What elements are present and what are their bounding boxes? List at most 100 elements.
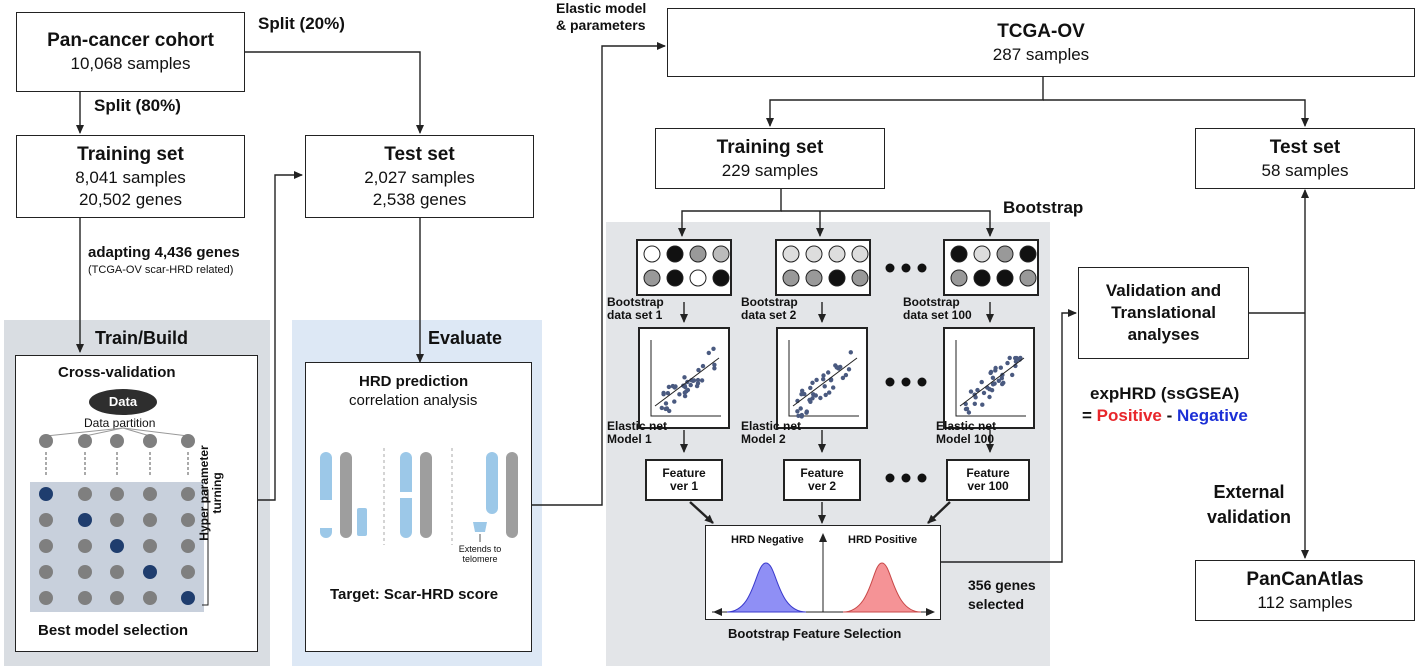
scatter-point: [998, 365, 1003, 370]
bs100-line2: data set 100: [903, 308, 972, 322]
positive-term: Positive: [1096, 406, 1162, 425]
scatter-point: [821, 377, 826, 382]
feature-ver-1-box: Feature ver 1: [645, 459, 723, 501]
en1-line1: Elastic net: [607, 419, 668, 433]
scatter-point: [989, 388, 995, 393]
minus-sign: -: [1161, 406, 1177, 425]
scatter-point: [1013, 355, 1018, 361]
regression-line: [792, 357, 858, 407]
ov-test-samples: 58 samples: [1261, 160, 1349, 180]
best-model-label: Best model selection: [38, 622, 189, 639]
scatter-point: [996, 378, 1001, 383]
evaluate-title: Evaluate: [428, 328, 503, 348]
scatter-point: [659, 405, 664, 411]
exphrd-label: expHRD (ssGSEA): [1090, 384, 1240, 403]
scatter-point: [688, 382, 693, 388]
scatter-point: [695, 377, 701, 383]
pancancer-title: Pan-cancer cohort: [47, 30, 214, 51]
negative-term: Negative: [1176, 406, 1248, 425]
scatter-point: [980, 402, 985, 407]
scatter-point: [848, 350, 853, 355]
fv2-line2: ver 2: [807, 479, 837, 493]
genes-line1: 356 genes: [968, 577, 1036, 593]
scatter-point: [711, 346, 716, 351]
ov-training-set-box: Training set 229 samples: [655, 128, 885, 189]
scatter-point: [666, 384, 672, 390]
elastic-net-model-100-label: Elastic net Model 100: [936, 420, 996, 446]
scatter-point: [811, 392, 816, 397]
en2-line2: Model 2: [741, 432, 786, 446]
scatter-point: [833, 363, 838, 368]
elastic-net-model-1-label: Elastic net Model 1: [607, 420, 667, 446]
scatter-point: [822, 384, 827, 389]
split-80-label: Split (80%): [94, 96, 181, 115]
data-partition-label: Data partition: [84, 416, 156, 430]
bs100-line1: Bootstrap: [903, 295, 960, 309]
split-20-label: Split (20%): [258, 14, 345, 33]
target-label: Target: Scar-HRD score: [330, 586, 499, 603]
fv100-line1: Feature: [966, 466, 1010, 480]
scatter-point: [799, 392, 804, 397]
feature-ver-2-box: Feature ver 2: [783, 459, 861, 501]
validation-line3: analyses: [1127, 325, 1200, 344]
pancan-title: PanCanAtlas: [1246, 568, 1364, 590]
correlation-label: correlation analysis: [349, 392, 478, 409]
scatter-point: [963, 406, 969, 412]
data-label: Data: [108, 394, 138, 409]
scatter-point: [990, 375, 996, 380]
scatter-point: [818, 395, 823, 401]
scatter-point: [827, 390, 832, 395]
scatter-point: [695, 381, 701, 386]
scatter-point: [672, 385, 677, 390]
scatter-point: [1005, 360, 1010, 366]
feature-ver-100-box: Feature ver 100: [946, 459, 1030, 501]
scatter-point: [840, 375, 846, 381]
hrd-positive-label: HRD Positive: [848, 534, 918, 546]
scatter-point: [966, 410, 972, 415]
test-genes: 2,538 genes: [372, 189, 467, 209]
ov-test-title: Test set: [1269, 136, 1341, 158]
scatter-point: [979, 379, 984, 385]
scatter-point: [682, 384, 688, 390]
extends-line1: Extends to: [458, 544, 502, 554]
scatter-point: [661, 390, 666, 396]
elastic-net-model-2-label: Elastic net Model 2: [741, 420, 801, 446]
bootstrap-dataset-100-label: Bootstrap data set 100: [903, 296, 972, 322]
pancan-samples: 112 samples: [1257, 592, 1353, 612]
scatter-point: [990, 382, 996, 387]
genes-line2: selected: [968, 596, 1025, 612]
bootstrap-feature-selection-label: Bootstrap Feature Selection: [728, 626, 902, 641]
scatter-point: [796, 413, 801, 418]
scatter-point: [975, 387, 980, 393]
validation-line1: Validation and: [1105, 281, 1222, 300]
test-set-box: Test set 2,027 samples 2,538 genes: [305, 135, 534, 218]
train-build-title: Train/Build: [95, 328, 189, 348]
scatter-point: [988, 369, 994, 375]
scatter-point: [712, 366, 717, 371]
scatter-axes: [650, 340, 721, 417]
external-line1: External: [1213, 482, 1285, 502]
scatter-point: [968, 389, 974, 394]
bootstrap-dataset-2-label: Bootstrap data set 2: [741, 296, 798, 322]
validation-box: Validation and Translational analyses: [1078, 267, 1249, 359]
fv100-line2: ver 100: [967, 479, 1009, 493]
scatter-point: [823, 392, 828, 398]
elastic-line2: & parameters: [556, 17, 646, 33]
scatter-point: [696, 367, 701, 373]
bs2-line1: Bootstrap: [741, 295, 798, 309]
scatter-point: [798, 406, 803, 411]
tcga-title: TCGA-OV: [997, 20, 1085, 42]
ov-training-samples: 229 samples: [721, 160, 819, 180]
scatter-point: [993, 365, 998, 371]
scatter-point: [677, 392, 682, 397]
scatter-point: [706, 350, 711, 356]
scatter-point: [684, 389, 689, 394]
fv2-line1: Feature: [800, 466, 844, 480]
fv1-line2: ver 1: [669, 479, 699, 493]
scatter-point: [664, 406, 670, 411]
scatter-point: [987, 394, 992, 400]
test-samples: 2,027 samples: [364, 167, 475, 187]
cross-validation-title: Cross-validation: [58, 364, 176, 381]
tcga-samples: 287 samples: [992, 44, 1090, 64]
